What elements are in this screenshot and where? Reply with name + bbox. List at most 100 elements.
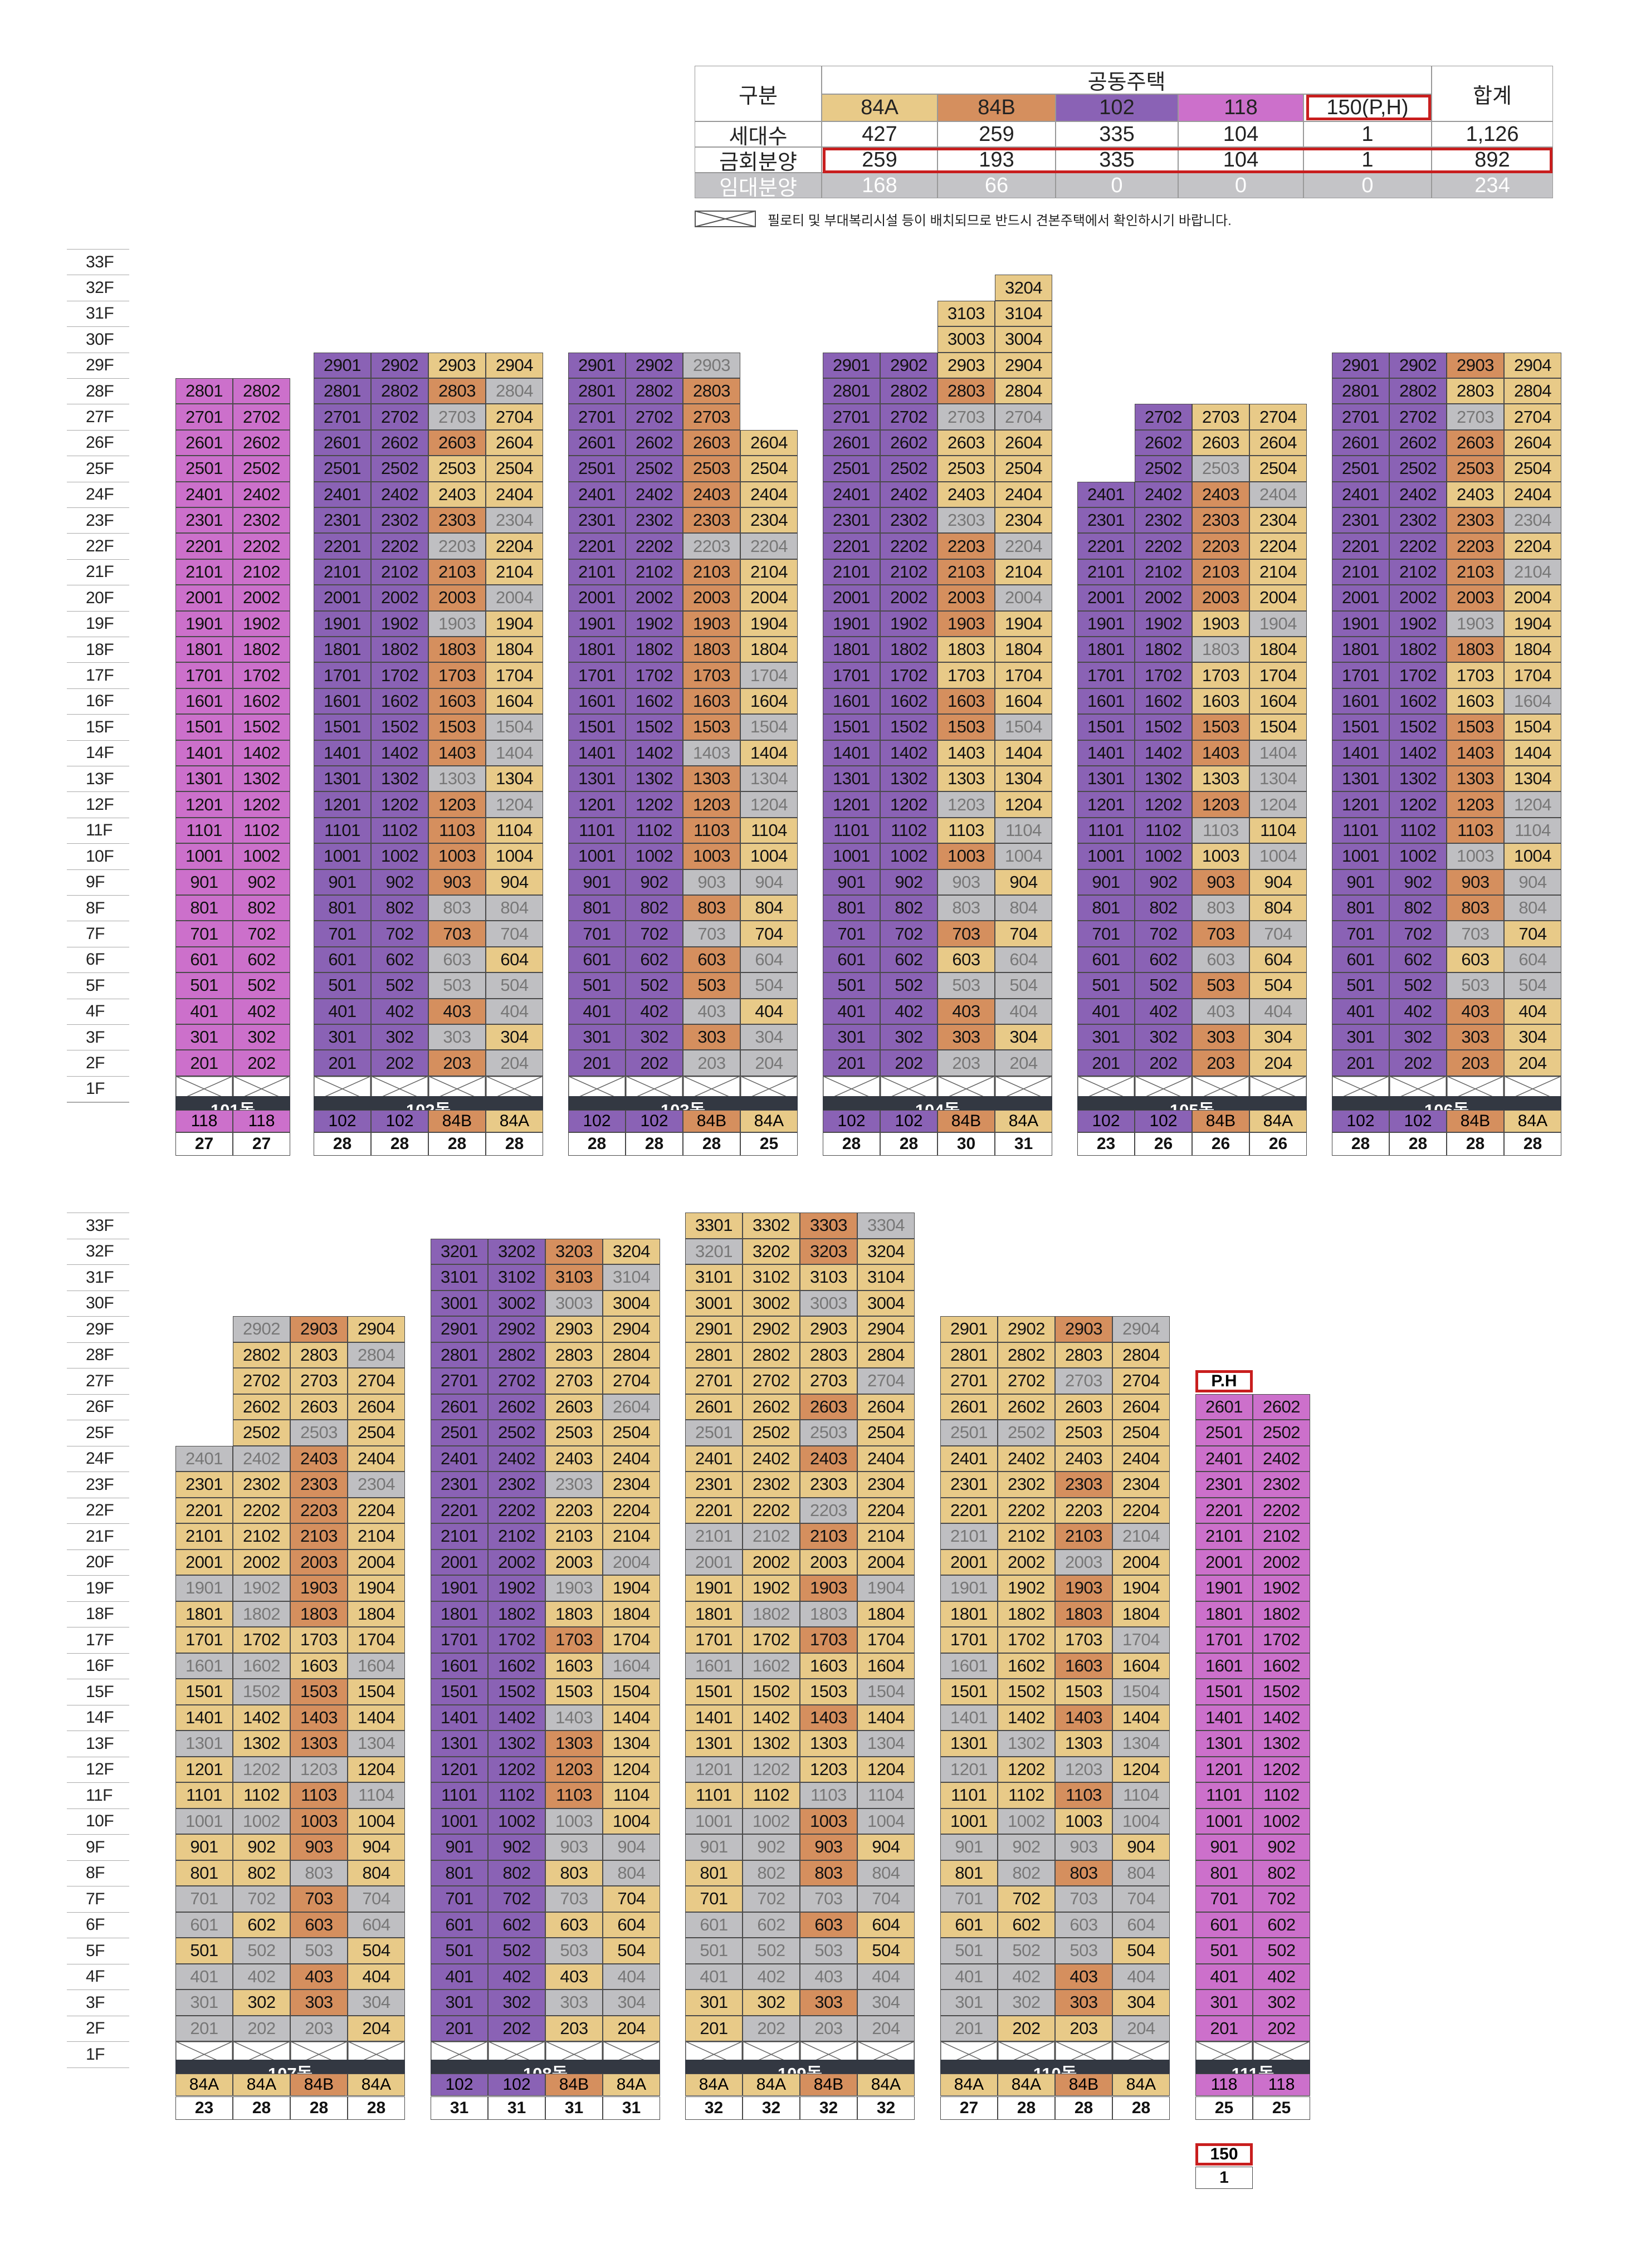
unit-cell: 2701 — [431, 1368, 488, 1394]
building-type-label: 84A — [1112, 2074, 1170, 2096]
unit-cell: 702 — [1253, 1886, 1310, 1912]
unit-cell: 802 — [1253, 1860, 1310, 1886]
unit-cell: 504 — [857, 1938, 915, 1964]
legend-note-text: 필로티 및 부대복리시설 등이 배치되므로 반드시 견본주택에서 확인하시기 바… — [768, 213, 1232, 228]
unit-cell: 301 — [823, 1024, 880, 1050]
unit-cell: 501 — [685, 1938, 743, 1964]
building-unit-count: 32 — [685, 2096, 743, 2120]
unit-cell: 401 — [823, 998, 880, 1024]
unit-cell: 2402 — [371, 481, 428, 507]
unit-cell: 1101 — [940, 1782, 998, 1808]
unit-cell: 2603 — [1055, 1394, 1112, 1420]
unit-cell: 501 — [1332, 972, 1389, 999]
unit-cell: 2103 — [1192, 559, 1249, 585]
building-unit-count: 27 — [175, 1132, 233, 1156]
table-cell: 0 — [1056, 173, 1178, 198]
unit-cell: 403 — [1055, 1963, 1112, 1990]
unit-cell: 603 — [937, 946, 995, 973]
unit-cell: 1101 — [1077, 817, 1135, 844]
unit-cell: 3301 — [685, 1213, 743, 1239]
unit-cell: 1303 — [683, 766, 740, 792]
unit-cell: 1001 — [314, 843, 371, 869]
unit-cell: 2801 — [940, 1342, 998, 1368]
unit-cell: 1503 — [545, 1679, 603, 1705]
unit-cell: 502 — [743, 1938, 800, 1964]
table-total-cell: 234 — [1432, 173, 1553, 198]
unit-cell: 404 — [1249, 998, 1307, 1024]
unit-cell: 1101 — [685, 1782, 743, 1808]
unit-cell: 2003 — [937, 585, 995, 611]
unit-cell: 2602 — [233, 429, 290, 456]
unit-cell: 1703 — [683, 662, 740, 688]
unit-cell: 1604 — [995, 688, 1052, 715]
floor-label: 5F — [67, 1938, 129, 1964]
unit-cell: 2804 — [486, 378, 543, 404]
unit-cell: 1203 — [800, 1756, 857, 1782]
unit-cell: 1103 — [290, 1782, 348, 1808]
unit-cell: 2601 — [431, 1394, 488, 1420]
unit-cell: 1401 — [1332, 740, 1389, 766]
unit-cell: 203 — [1447, 1050, 1504, 1076]
unit-cell: 1502 — [488, 1679, 545, 1705]
unit-cell: 2904 — [857, 1316, 915, 1342]
floor-label: 14F — [67, 1704, 129, 1731]
unit-cell: 1001 — [1332, 843, 1389, 869]
unit-cell: 204 — [486, 1050, 543, 1076]
unit-cell: 1202 — [233, 1756, 290, 1782]
unit-cell: 1804 — [740, 637, 798, 663]
building-unit-count: 28 — [683, 1132, 740, 1156]
unit-cell: 1304 — [486, 766, 543, 792]
unit-cell: 2302 — [1135, 507, 1192, 534]
unit-cell: 2203 — [290, 1497, 348, 1523]
unit-cell: 2303 — [937, 507, 995, 534]
unit-cell: 1703 — [937, 662, 995, 688]
unit-cell: 2704 — [348, 1368, 405, 1394]
ph-type-label: 150 — [1195, 2143, 1253, 2166]
unit-cell: 302 — [998, 1990, 1055, 2016]
unit-cell: 503 — [937, 972, 995, 999]
floor-label: 13F — [67, 1731, 129, 1757]
unit-cell: 1602 — [880, 688, 937, 715]
unit-cell: 1601 — [940, 1653, 998, 1679]
unit-cell: 2003 — [428, 585, 486, 611]
unit-cell: 1902 — [1389, 610, 1447, 637]
unit-cell: 1301 — [314, 766, 371, 792]
unit-cell: 2402 — [488, 1445, 545, 1472]
unit-cell: 1901 — [1195, 1575, 1253, 1601]
unit-cell: 2202 — [743, 1497, 800, 1523]
unit-cell: 901 — [1195, 1834, 1253, 1860]
unit-cell: 2802 — [743, 1342, 800, 1368]
unit-cell: 402 — [1135, 998, 1192, 1024]
unit-cell: 1003 — [800, 1808, 857, 1834]
floor-label-rule — [67, 2067, 129, 2068]
unit-cell: 2502 — [233, 1420, 290, 1446]
unit-cell: 1301 — [685, 1731, 743, 1757]
table-cell: 1 — [1303, 147, 1432, 173]
unit-cell: 2601 — [685, 1394, 743, 1420]
unit-cell: 2501 — [175, 456, 233, 482]
unit-cell: 1201 — [940, 1756, 998, 1782]
unit-cell: 2402 — [880, 481, 937, 507]
floor-label: 16F — [67, 1653, 129, 1679]
unit-cell: 801 — [175, 1860, 233, 1886]
unit-cell: 1804 — [1112, 1601, 1170, 1627]
unit-cell: 503 — [1192, 972, 1249, 999]
unit-cell: 2601 — [940, 1394, 998, 1420]
unit-cell: 701 — [568, 921, 626, 947]
unit-cell: 2802 — [488, 1342, 545, 1368]
unit-cell: 1404 — [857, 1704, 915, 1731]
unit-cell: 1901 — [823, 610, 880, 637]
unit-cell: 1803 — [1447, 637, 1504, 663]
unit-cell: 2001 — [431, 1549, 488, 1575]
unit-cell: 202 — [1389, 1050, 1447, 1076]
unit-cell: 903 — [428, 869, 486, 895]
unit-cell: 904 — [857, 1834, 915, 1860]
unit-cell: 1302 — [371, 766, 428, 792]
unit-cell: 1604 — [1249, 688, 1307, 715]
floor-label: 9F — [67, 869, 129, 895]
unit-cell: 2401 — [1195, 1445, 1253, 1472]
unit-cell: 2704 — [603, 1368, 660, 1394]
unit-cell: 1204 — [1249, 791, 1307, 818]
unit-cell: 1003 — [683, 843, 740, 869]
unit-cell: 1202 — [626, 791, 683, 818]
